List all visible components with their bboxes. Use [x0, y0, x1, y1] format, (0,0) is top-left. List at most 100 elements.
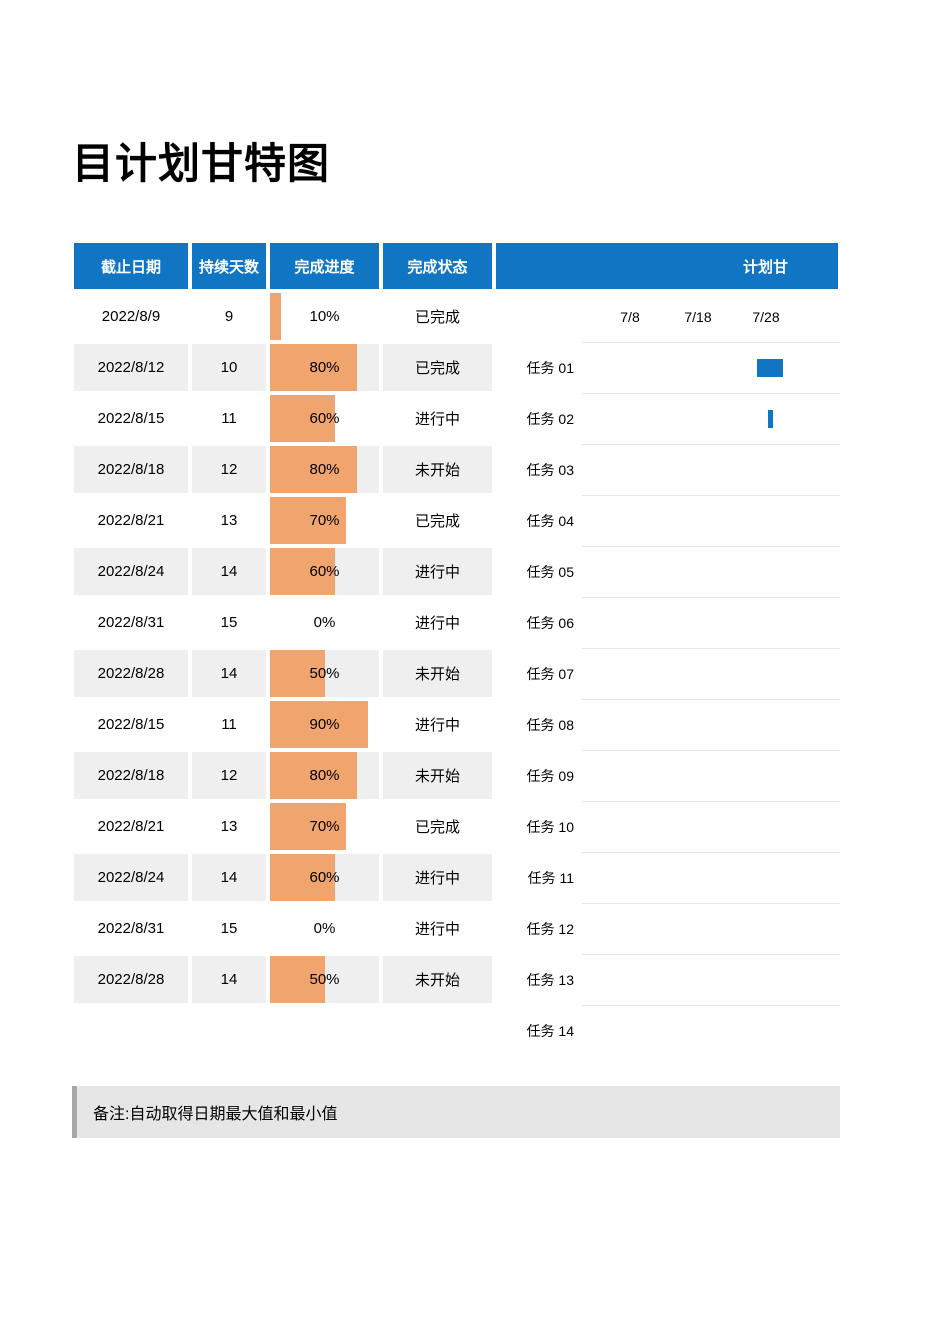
cell-progress: 60% [268, 393, 381, 444]
chart-plot [582, 852, 840, 903]
chart-row: 任务 02 [494, 393, 840, 444]
chart-plot [582, 750, 840, 801]
chart-row: 任务 10 [494, 801, 840, 852]
table-row: 2022/8/31150%进行中 [72, 903, 494, 954]
cell-end-date: 2022/8/28 [72, 954, 190, 1005]
cell-duration: 12 [190, 444, 268, 495]
chart-row: 任务 05 [494, 546, 840, 597]
cell-progress: 80% [268, 342, 381, 393]
cell-status: 进行中 [381, 852, 494, 903]
cell-progress: 50% [268, 648, 381, 699]
progress-bar [270, 293, 281, 340]
th-status: 完成状态 [381, 241, 494, 291]
chart-row-label: 任务 09 [494, 766, 582, 786]
cell-status: 进行中 [381, 393, 494, 444]
progress-label: 70% [309, 818, 339, 835]
chart-row: 任务 11 [494, 852, 840, 903]
table-row: 2022/8/241460%进行中 [72, 852, 494, 903]
chart-header: 计划甘 [494, 241, 840, 291]
table-row: 2022/8/281450%未开始 [72, 648, 494, 699]
page-title: 目计划甘特图 [72, 130, 950, 191]
cell-progress: 10% [268, 291, 381, 342]
chart-body: 7/87/187/28 任务 01任务 02任务 03任务 04任务 05任务 … [494, 291, 840, 1056]
table-body: 2022/8/9910%已完成2022/8/121080%已完成2022/8/1… [72, 291, 494, 1005]
cell-end-date: 2022/8/12 [72, 342, 190, 393]
chart-plot [582, 546, 840, 597]
chart-rows: 任务 01 任务 02 任务 03 任务 04 任务 05任务 06 任务 07 任务 08… [494, 342, 840, 1056]
cell-status: 未开始 [381, 750, 494, 801]
cell-end-date: 2022/8/24 [72, 852, 190, 903]
table-row: 2022/8/1812 80% 未开始 [72, 750, 494, 801]
x-tick: 7/28 [732, 309, 800, 325]
cell-end-date: 2022/8/21 [72, 495, 190, 546]
chart-row: 任务 06 [494, 597, 840, 648]
cell-duration: 11 [190, 393, 268, 444]
cell-end-date: 2022/8/18 [72, 444, 190, 495]
cell-progress: 80% [268, 750, 381, 801]
chart-row-label: 任务 11 [494, 868, 582, 888]
progress-label: 80% [309, 359, 339, 376]
table-row: 2022/8/31150%进行中 [72, 597, 494, 648]
table-header-row: 截止日期 持续天数 完成进度 完成状态 [72, 241, 494, 291]
cell-duration: 14 [190, 546, 268, 597]
chart-row-label: 任务 03 [494, 460, 582, 480]
cell-duration: 14 [190, 954, 268, 1005]
cell-duration: 15 [190, 597, 268, 648]
chart-plot [582, 954, 840, 1005]
chart-row-label: 任务 10 [494, 817, 582, 837]
cell-end-date: 2022/8/15 [72, 393, 190, 444]
cell-duration: 12 [190, 750, 268, 801]
cell-status: 已完成 [381, 291, 494, 342]
chart-plot [582, 648, 840, 699]
progress-label: 50% [309, 971, 339, 988]
table-row: 2022/8/211370%已完成 [72, 801, 494, 852]
progress-label: 60% [309, 563, 339, 580]
cell-duration: 13 [190, 801, 268, 852]
cell-progress: 50% [268, 954, 381, 1005]
content-row: 截止日期 持续天数 完成进度 完成状态 2022/8/9910%已完成2022/… [72, 241, 950, 1056]
cell-status: 已完成 [381, 801, 494, 852]
th-end-date: 截止日期 [72, 241, 190, 291]
chart-row-label: 任务 08 [494, 715, 582, 735]
chart-plot [582, 1005, 840, 1056]
cell-end-date: 2022/8/28 [72, 648, 190, 699]
th-duration: 持续天数 [190, 241, 268, 291]
chart-row-label: 任务 07 [494, 664, 582, 684]
progress-label: 60% [309, 410, 339, 427]
gantt-bar [768, 410, 773, 428]
cell-duration: 9 [190, 291, 268, 342]
chart-row-label: 任务 01 [494, 358, 582, 378]
cell-end-date: 2022/8/18 [72, 750, 190, 801]
chart-x-axis: 7/87/187/28 [494, 291, 840, 342]
cell-duration: 14 [190, 852, 268, 903]
table-row: 2022/8/1511 60% 进行中 [72, 393, 494, 444]
cell-duration: 11 [190, 699, 268, 750]
progress-label: 80% [309, 461, 339, 478]
progress-label: 10% [309, 308, 339, 325]
chart-row-label: 任务 12 [494, 919, 582, 939]
table-row: 2022/8/151190%进行中 [72, 699, 494, 750]
cell-progress: 80% [268, 444, 381, 495]
chart-row-label: 任务 14 [494, 1021, 582, 1041]
cell-duration: 13 [190, 495, 268, 546]
chart-row: 任务 01 [494, 342, 840, 393]
cell-end-date: 2022/8/24 [72, 546, 190, 597]
chart-row-label: 任务 04 [494, 511, 582, 531]
table-row: 2022/8/181280%未开始 [72, 444, 494, 495]
table-row: 2022/8/241460%进行中 [72, 546, 494, 597]
chart-row: 任务 12 [494, 903, 840, 954]
chart-row: 任务 03 [494, 444, 840, 495]
cell-duration: 15 [190, 903, 268, 954]
progress-label: 70% [309, 512, 339, 529]
cell-progress: 60% [268, 852, 381, 903]
chart-plot [582, 393, 840, 444]
cell-progress: 70% [268, 495, 381, 546]
cell-progress: 70% [268, 801, 381, 852]
chart-plot [582, 342, 840, 393]
progress-label: 90% [309, 716, 339, 733]
cell-duration: 10 [190, 342, 268, 393]
cell-status: 进行中 [381, 903, 494, 954]
progress-label: 80% [309, 767, 339, 784]
cell-end-date: 2022/8/31 [72, 597, 190, 648]
chart-row-label: 任务 13 [494, 970, 582, 990]
